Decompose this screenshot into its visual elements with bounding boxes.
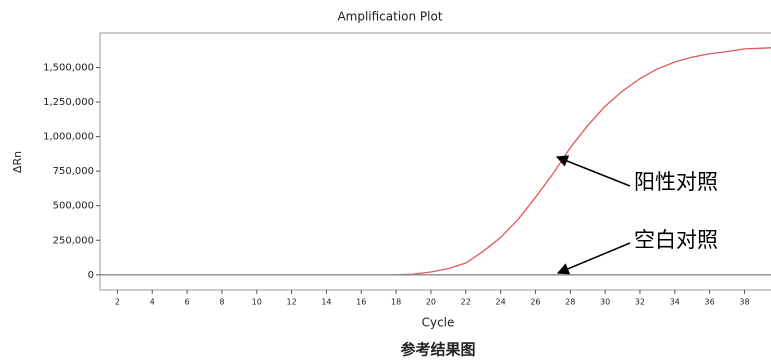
annotation: 空白对照 xyxy=(634,228,718,252)
x-tick-label: 38 xyxy=(739,298,749,307)
plot-area xyxy=(99,32,771,291)
y-tick-label: 250,000 xyxy=(53,235,94,246)
x-tick-label: 34 xyxy=(670,298,680,307)
x-tick-label: 14 xyxy=(321,298,331,307)
annotation: 阳性对照 xyxy=(634,170,718,194)
chart-title: Amplification Plot xyxy=(337,10,442,24)
y-tick-label: 0 xyxy=(88,270,94,281)
x-tick-label: 22 xyxy=(461,298,471,307)
x-tick-label: 28 xyxy=(565,298,575,307)
x-tick-label: 24 xyxy=(496,298,506,307)
x-tick-label: 4 xyxy=(150,298,155,307)
x-axis-label: Cycle xyxy=(422,316,455,330)
x-tick-label: 10 xyxy=(252,298,262,307)
caption: 参考结果图 xyxy=(400,341,475,359)
x-tick-label: 2 xyxy=(115,298,120,307)
y-tick-label: 1,000,000 xyxy=(43,132,94,143)
y-axis-label: ΔRn xyxy=(11,151,24,173)
x-tick-label: 36 xyxy=(705,298,715,307)
x-tick-label: 18 xyxy=(391,298,401,307)
x-tick-label: 30 xyxy=(600,298,610,307)
series-line xyxy=(396,47,771,276)
annotation-arrow xyxy=(556,242,631,275)
x-tick-label: 20 xyxy=(426,298,436,307)
x-tick-label: 12 xyxy=(287,298,297,307)
y-tick-label: 750,000 xyxy=(53,166,94,177)
y-tick-label: 1,500,000 xyxy=(43,63,94,74)
y-tick-label: 1,250,000 xyxy=(43,97,94,108)
x-tick-label: 26 xyxy=(530,298,540,307)
x-tick-label: 6 xyxy=(185,298,190,307)
annotation-arrow xyxy=(555,155,631,187)
y-tick-label: 500,000 xyxy=(53,201,94,212)
x-tick-label: 8 xyxy=(219,298,224,307)
x-tick-label: 16 xyxy=(356,298,366,307)
x-tick-label: 32 xyxy=(635,298,645,307)
